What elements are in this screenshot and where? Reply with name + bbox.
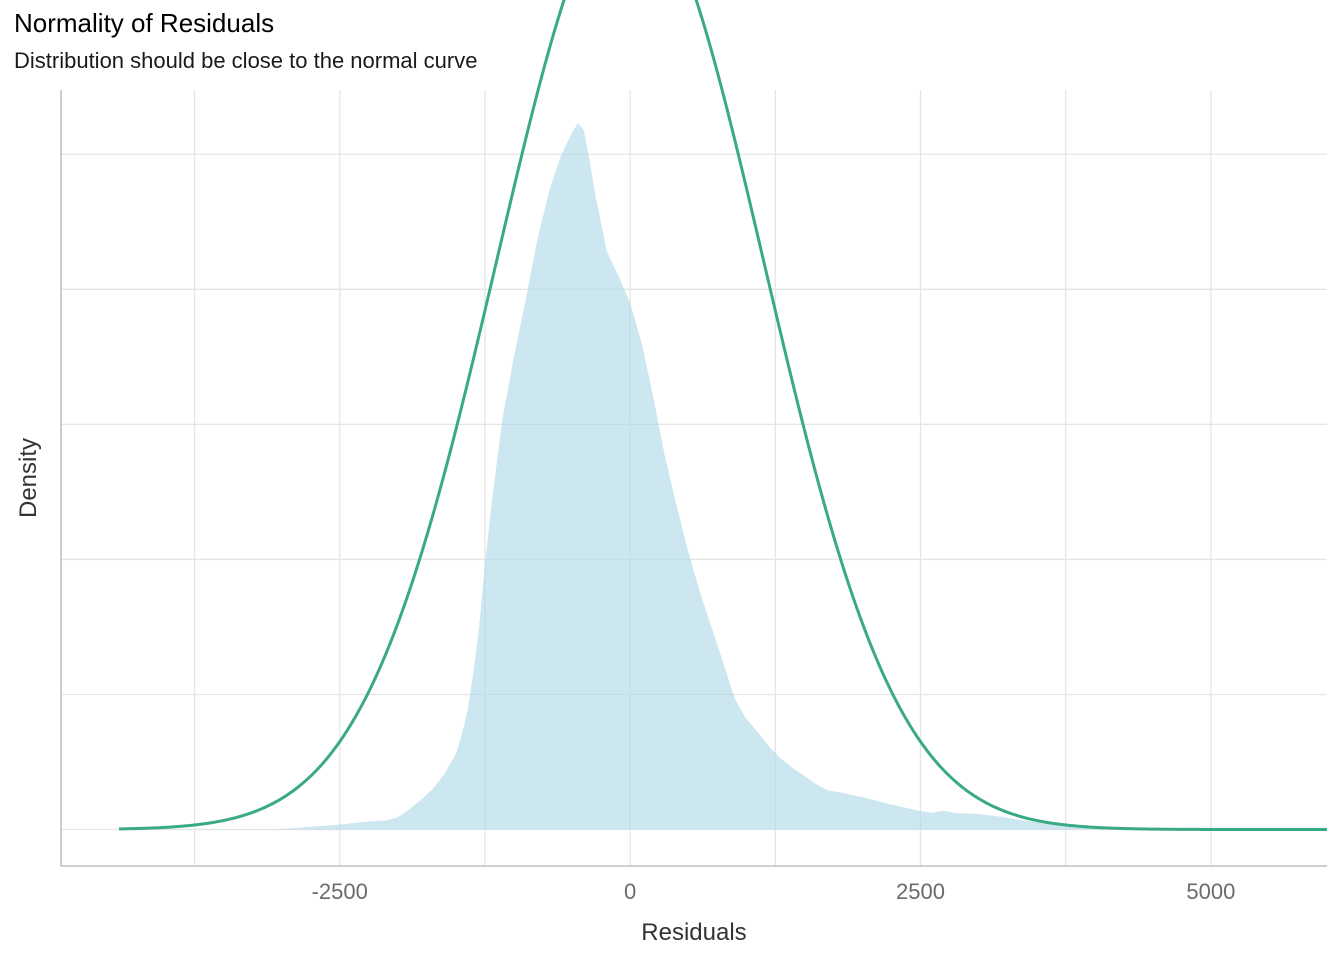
- normal-curve-line: [119, 0, 1327, 832]
- x-axis-title: Residuals: [641, 919, 746, 946]
- x-tick-label: 5000: [1186, 879, 1235, 904]
- y-axis-title: Density: [15, 438, 42, 518]
- x-tick-labels: -2500 0 2500 5000: [312, 879, 1236, 904]
- grid: [61, 90, 1327, 866]
- x-tick-label: 0: [624, 879, 636, 904]
- density-area: [107, 123, 1316, 830]
- chart-subtitle: Distribution should be close to the norm…: [14, 48, 478, 73]
- chart-title: Normality of Residuals: [14, 8, 275, 38]
- x-tick-label: 2500: [896, 879, 945, 904]
- x-tick-label: -2500: [312, 879, 368, 904]
